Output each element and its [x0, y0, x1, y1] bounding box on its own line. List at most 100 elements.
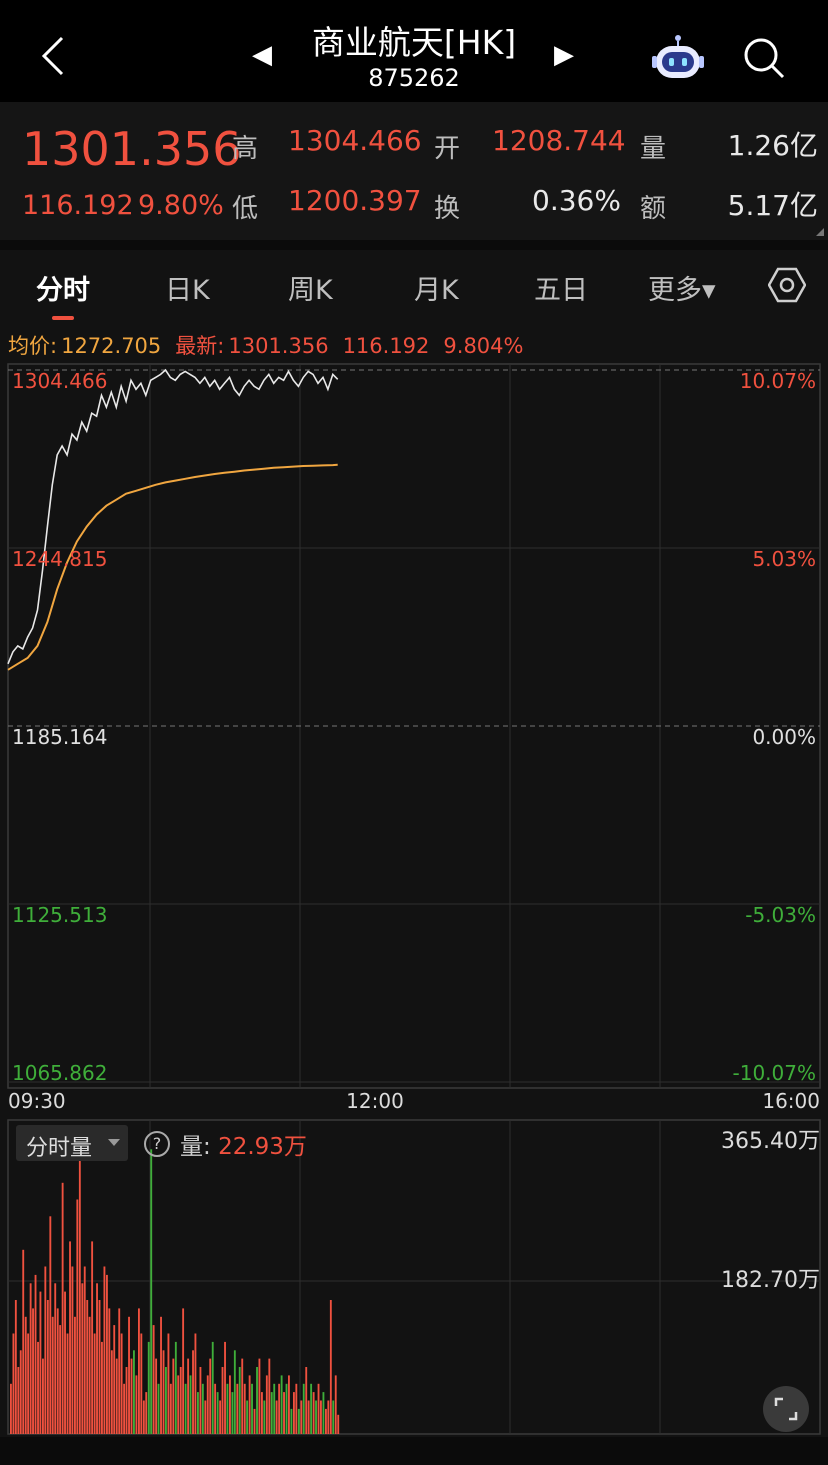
volume-bar [263, 1400, 266, 1434]
tab-intraday[interactable]: 分时 [36, 275, 90, 306]
pct-tick-label: -10.07% [733, 1061, 816, 1085]
volume-bar [293, 1392, 295, 1434]
volume-bar [256, 1367, 258, 1434]
volume-bar [142, 1400, 145, 1434]
volume-bar [174, 1341, 177, 1434]
volume-bar [108, 1308, 111, 1434]
chart-axis-labels: 1304.466 10.07% 1244.815 5.03% 1185.164 0.00%… [8, 369, 820, 1113]
volume-bar [248, 1375, 251, 1434]
price-change-pct: 9.80% [138, 190, 224, 221]
stock-code: 875262 [368, 64, 460, 92]
volume-bar [74, 1316, 76, 1434]
y-tick-label: 1125.513 [12, 903, 107, 927]
volume-bar [56, 1308, 59, 1434]
volume-bar [46, 1300, 49, 1434]
period-tabs: 分时 日K 周K 月K 五日 更多▾ [0, 250, 828, 322]
chart-grid [7, 363, 821, 1089]
low-value: 1200.397 [288, 184, 422, 217]
volume-bar [206, 1375, 209, 1434]
tab-more[interactable]: 更多▾ [648, 275, 716, 306]
tab-daily-k[interactable]: 日K [165, 275, 210, 306]
volume-bar [51, 1316, 54, 1434]
volume-mid-tick: 182.70万 [721, 1268, 820, 1293]
avg-price-line [7, 463, 338, 671]
volume-bar [211, 1341, 214, 1434]
help-icon[interactable]: ? [144, 1131, 170, 1157]
high-label: 高 [232, 134, 259, 164]
robot-icon[interactable] [652, 34, 704, 80]
open-value: 1208.744 [492, 124, 626, 157]
bottom-divider [0, 1437, 828, 1465]
volume-bar [204, 1400, 207, 1434]
volume-max-tick: 365.40万 [721, 1129, 820, 1154]
intraday-price-chart[interactable]: 1304.466 10.07% 1244.815 5.03% 1185.164 0.00%… [0, 360, 828, 1120]
volume-bar [160, 1316, 162, 1434]
volume-bar [268, 1358, 271, 1434]
volume-bar [214, 1383, 217, 1434]
open-label: 开 [434, 134, 461, 164]
volume-bar [317, 1383, 320, 1434]
volume-bar [275, 1400, 278, 1434]
volume-bar [98, 1300, 101, 1434]
volume-bar [34, 1274, 37, 1434]
volume-bar [93, 1333, 96, 1434]
volume-bar [297, 1408, 300, 1434]
volume-bar [106, 1274, 108, 1434]
triangle-right-icon[interactable]: ▶ [554, 40, 574, 70]
triangle-left-icon[interactable]: ◀ [252, 40, 272, 70]
volume-bar [152, 1325, 155, 1434]
pct-tick-label: 5.03% [752, 547, 816, 571]
volume-bar [172, 1358, 175, 1434]
volume-bar [110, 1350, 113, 1434]
y-tick-label: 1185.164 [12, 725, 107, 749]
chevron-left-icon[interactable] [40, 34, 66, 78]
volume-bar [305, 1367, 308, 1434]
volume-value: 1.26亿 [727, 129, 818, 162]
volume-label: 量 [640, 134, 667, 164]
search-icon[interactable] [742, 36, 786, 80]
volume-bar [265, 1375, 268, 1434]
volume-bar [199, 1367, 202, 1434]
volume-bar [221, 1367, 224, 1434]
volume-bar [238, 1367, 241, 1434]
volume-bar [17, 1367, 20, 1434]
latest-value: 1301.356 [228, 334, 329, 358]
volume-bar [246, 1400, 249, 1434]
volume-bar [179, 1367, 182, 1434]
volume-bar [76, 1199, 79, 1434]
volume-bar [300, 1400, 303, 1434]
expand-icon [774, 1397, 798, 1421]
volume-chart[interactable] [0, 1116, 828, 1438]
tab-five-day[interactable]: 五日 [534, 275, 588, 306]
volume-bar [295, 1383, 298, 1434]
volume-bar [133, 1350, 135, 1434]
turnover-label: 换 [434, 194, 461, 224]
volume-bar [120, 1333, 123, 1434]
volume-bar [337, 1414, 340, 1434]
volume-bar [243, 1383, 246, 1434]
volume-bar [83, 1266, 86, 1434]
volume-type-dropdown[interactable]: 分时量 [16, 1125, 128, 1161]
volume-bar [280, 1375, 283, 1434]
volume-frame [7, 1119, 821, 1435]
volume-bar [19, 1350, 22, 1434]
volume-bar [81, 1283, 84, 1434]
volume-bar [320, 1400, 322, 1434]
volume-bar [258, 1358, 261, 1434]
tab-weekly-k[interactable]: 周K [288, 275, 333, 306]
fullscreen-button[interactable] [763, 1386, 809, 1432]
volume-bar [147, 1341, 150, 1434]
volume-bar [61, 1182, 64, 1434]
volume-readout-label: 量: [180, 1134, 211, 1160]
tab-monthly-k[interactable]: 月K [414, 275, 459, 306]
volume-bar [236, 1383, 239, 1434]
x-tick-label: 16:00 [762, 1089, 820, 1113]
volume-type-label: 分时量 [26, 1136, 93, 1161]
hexagon-settings-icon[interactable] [768, 266, 806, 304]
volume-bar [96, 1283, 98, 1434]
volume-bar [123, 1383, 126, 1434]
info-line: 均价: 1272.705 最新: 1301.356 116.192 9.804% [8, 330, 537, 360]
divider [0, 240, 828, 250]
latest-label: 最新: [175, 334, 225, 358]
volume-bar [197, 1392, 199, 1434]
